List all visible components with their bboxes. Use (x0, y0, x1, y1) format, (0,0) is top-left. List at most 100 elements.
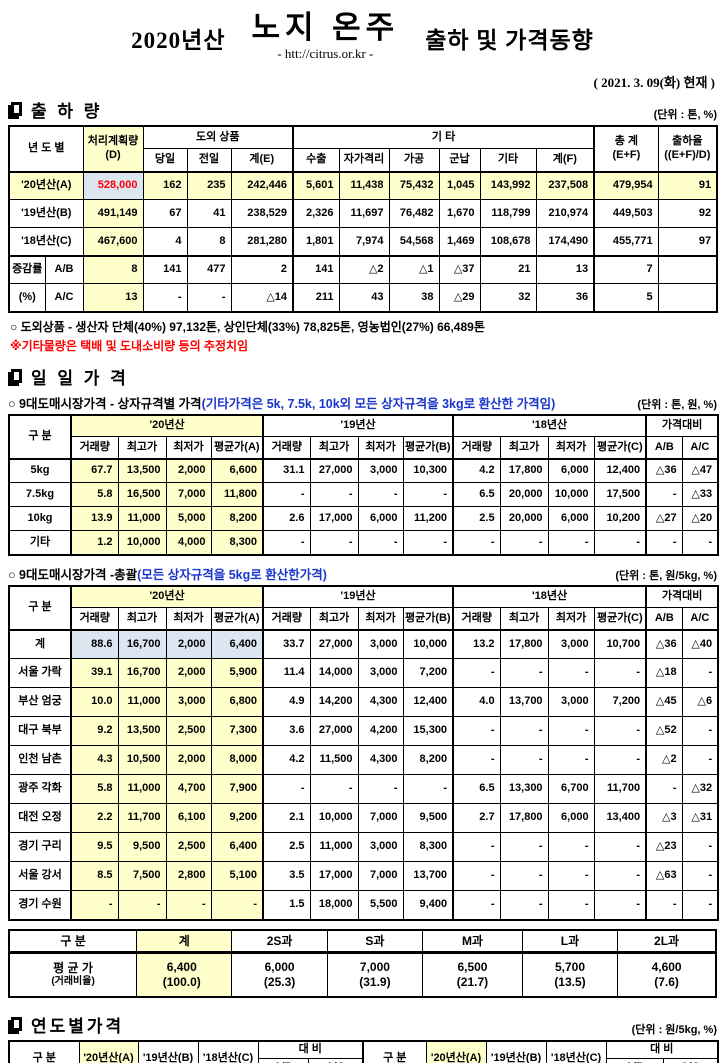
value-cell: 8,200 (210, 506, 264, 532)
value-cell: 3,000 (547, 628, 595, 660)
value-cell: 7,200 (593, 687, 647, 718)
value-cell: 12,400 (593, 457, 647, 484)
col-low: 최저가 (357, 607, 404, 631)
row-label-cell: 인천 남촌 (8, 745, 72, 776)
value-cell: 5,900 (210, 658, 264, 689)
value-cell: 2,000 (165, 658, 212, 689)
value-cell: 11,200 (402, 506, 454, 532)
unit-label: (단위 : 톤, 원, %) (637, 398, 717, 411)
value-cell: 13,400 (593, 803, 647, 834)
colgroup-island: 도외 상품 (142, 125, 294, 150)
value-cell: 8,300 (210, 530, 264, 556)
value-cell: 8 (186, 227, 232, 257)
value-cell: 1,469 (438, 227, 481, 257)
col-2020: '20년산(A) (425, 1040, 487, 1063)
value-cell: 4.9 (262, 687, 311, 718)
col-ac: A/C (307, 1058, 364, 1063)
value-cell: 17,500 (593, 482, 647, 508)
value-cell: 16,700 (117, 658, 167, 689)
value-cell: 33.7 (262, 628, 311, 660)
header-row: A/B A/C A/B A/C (9, 1058, 719, 1063)
value-cell: 2.2 (70, 803, 119, 834)
value-cell: 2.1 (262, 803, 311, 834)
yearly-price-table: 구 분 '20년산(A) '19년산(B) '18년산(C) 대 비 구 분 '… (8, 1039, 720, 1063)
value-cell: 27,000 (309, 628, 359, 660)
value-cell: 7 (593, 254, 659, 285)
col-volume: 거래량 (452, 607, 501, 631)
value-cell: 5 (593, 283, 659, 313)
table-row: '20년산(A) 528,000 162 235 242,446 5,601 1… (8, 170, 718, 201)
shipment-note: ○ 도외상품 - 생산자 단체(40%) 97,132톤, 상인단체(33%) … (10, 319, 485, 334)
value-cell: 6,600 (210, 457, 264, 484)
value-cell: 2.7 (452, 803, 501, 834)
value-cell (657, 254, 718, 285)
value-cell: 4,300 (357, 687, 404, 718)
value-cell: 6,400 (100.0) (136, 951, 233, 998)
value-cell: 4.2 (262, 745, 311, 776)
value-cell: △18 (645, 658, 683, 689)
value-cell: - (499, 716, 549, 747)
value-cell: 3,000 (357, 658, 404, 689)
table-row: '19년산(B) 491,149 67 41 238,529 2,326 11,… (8, 199, 718, 229)
value-cell: 2.5 (262, 832, 311, 863)
col-high: 최고가 (309, 436, 359, 460)
value-cell: △47 (681, 457, 719, 484)
value-cell: - (645, 530, 683, 556)
col-low: 최저가 (357, 436, 404, 460)
col-volume: 거래량 (262, 607, 311, 631)
col-rate: 출하율 ((E+F)/D) (657, 125, 718, 173)
row-label-cell: 7.5kg (8, 482, 72, 508)
col-total-line1: 총 계 (614, 135, 638, 148)
value-cell: 6,800 (210, 687, 264, 718)
value-cell: 17,800 (499, 628, 549, 660)
value-cell: 5.8 (70, 774, 119, 805)
value-cell: 4,000 (165, 530, 212, 556)
value-cell: 143,992 (479, 170, 537, 201)
value-cell: - (681, 890, 719, 921)
value-cell: - (593, 658, 647, 689)
row-label-cell: 5kg (8, 457, 72, 484)
colgroup-compare: 대 비 (605, 1040, 719, 1060)
value-cell: 6,000 (547, 803, 595, 834)
value-cell: 238,529 (230, 199, 294, 229)
table-row: 부산 엄궁 10.0 11,000 3,000 6,800 4.9 14,200 4,300 1… (8, 687, 719, 718)
value-cell: - (681, 658, 719, 689)
value-cell: 2,000 (165, 457, 212, 484)
value-cell: 13,500 (117, 457, 167, 484)
colgroup-compare: 가격대비 (645, 414, 719, 438)
value-cell: - (262, 482, 311, 508)
col-2020: '20년산(A) (78, 1040, 139, 1063)
value-cell: 39.1 (70, 658, 119, 689)
title-url: - htt://citrus.or.kr - (277, 45, 374, 61)
value-cell: - (452, 832, 501, 863)
row-label-cell: '20년산(A) (8, 170, 84, 201)
value-cell: 108,678 (479, 227, 537, 257)
table-row: 기타 1.2 10,000 4,000 8,300- - - - - - - - - - (8, 530, 719, 556)
square-bullet-icon (11, 102, 22, 117)
value-cell: - (547, 658, 595, 689)
col-2019: '19년산(B) (485, 1040, 547, 1063)
row-label-cell: '18년산(C) (8, 227, 84, 257)
value-cell: - (186, 283, 232, 313)
colgroup-2019: '19년산 (262, 585, 454, 609)
table-row: 광주 각화 5.8 11,000 4,700 7,900- - - -6.5 13,300 6,7… (8, 774, 719, 805)
value-cell: 3,000 (357, 628, 404, 660)
col-plan: 처리계획량 (D) (82, 125, 144, 173)
colgroup-compare: 가격대비 (645, 585, 719, 609)
value-cell: 118,799 (479, 199, 537, 229)
value-cell: 2,000 (165, 628, 212, 660)
value-cell: 7,900 (210, 774, 264, 805)
value-cell: 10,000 (402, 628, 454, 660)
value-cell: 6,100 (165, 803, 212, 834)
value-cell: 13,700 (402, 861, 454, 892)
value-cell: - (499, 745, 549, 776)
header-row: 구 분 '20년산 '19년산 '18년산 가격대비 (8, 414, 719, 460)
table-row: 대전 오정 2.2 11,700 6,100 9,200 2.1 10,000 7,000 9,… (8, 803, 719, 834)
col-avg-c: 평균가(C) (593, 607, 647, 631)
col-2019: '19년산(B) (137, 1040, 199, 1063)
value-cell: 4 (142, 227, 188, 257)
value-cell: 455,771 (593, 227, 659, 257)
value-cell: 6,400 (210, 832, 264, 863)
table-row: 5kg 67.7 13,500 2,000 6,600 31.1 27,000 3,000 10… (8, 457, 719, 484)
value-cell: - (547, 832, 595, 863)
